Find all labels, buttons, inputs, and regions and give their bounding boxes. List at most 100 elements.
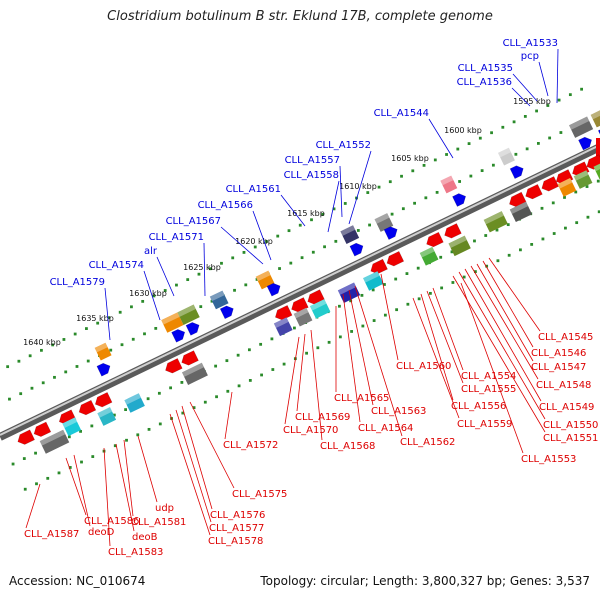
ruler-mid-upper-dot [75,365,79,368]
forward-gene-leader-line [156,256,175,297]
ruler-mid-upper-dot [64,370,68,374]
reverse-gene-block [557,178,577,197]
kbp-tick-label: 1640 kbp [23,338,61,347]
reverse-gene-arrow [444,223,462,239]
ruler-mid-upper-dot [368,223,371,227]
ruler-upper-dot [62,338,66,341]
forward-gene-label-pcp: pcp [521,51,539,62]
backbone-end-marker [596,138,600,158]
ruler-lower-dot [316,346,320,350]
ruler-mid-upper-dot [86,359,90,363]
ruler-mid-lower-dot [349,299,353,303]
ruler-mid-upper-dot [413,201,416,205]
reverse-gene-leader-line [175,409,212,523]
ruler-lower-dot [395,308,399,312]
ruler-mid-lower-dot [563,196,566,199]
forward-gene-label-cll-a1557: CLL_A1557 [285,155,340,166]
reverse-gene-arrow [17,429,35,445]
reverse-gene-leader-line [65,457,87,516]
ruler-lower-dot [361,324,365,328]
ruler-lower-dot [406,302,410,306]
reverse-gene-leader-line [432,287,464,371]
forward-gene-arrow [452,193,466,207]
ruler-lower-dot [519,248,522,252]
ruler-upper-dot [242,251,246,254]
reverse-gene-label-cll-a1553: CLL_A1553 [521,454,576,465]
reverse-gene-block [273,317,293,337]
ruler-upper-dot [118,310,122,314]
reverse-gene-block [419,246,439,266]
ruler-lower-dot [496,259,500,263]
kbp-tick-label: 1615 kbp [287,209,325,218]
reverse-gene-arrow [94,392,113,408]
ruler-lower-dot [68,466,72,469]
reverse-gene-arrow [78,399,97,416]
ruler-upper-dot [130,305,133,309]
forward-gene-label-cll-a1535: CLL_A1535 [458,63,513,74]
reverse-gene-leader-line [354,285,403,437]
reverse-gene-label-cll-a1546: CLL_A1546 [531,348,586,359]
ruler-lower-dot [113,444,117,448]
ruler-mid-lower-dot [484,234,488,237]
reverse-gene-leader-line [296,333,306,412]
ruler-mid-lower-dot [214,364,218,368]
ruler-upper-dot [478,136,482,140]
ruler-upper-dot [512,120,516,124]
ruler-lower-dot [158,422,162,426]
ruler-upper-dot [310,218,313,222]
reverse-gene-arrow [33,421,52,437]
forward-gene-arrow [171,329,186,343]
reverse-gene-arrow [275,304,293,321]
reverse-gene-label-deod: deoD [88,527,115,538]
ruler-mid-lower-dot [112,413,116,417]
ruler-mid-lower-dot [596,179,600,183]
ruler-lower-dot [530,243,534,246]
ruler-mid-lower-dot [225,359,229,363]
ruler-mid-lower-dot [540,206,544,210]
forward-gene-arrow [185,322,200,336]
reverse-gene-label-cll-a1583: CLL_A1583 [108,547,163,558]
forward-gene-label-cll-a1536: CLL_A1536 [457,77,512,88]
ruler-lower-dot [462,275,466,279]
ruler-upper-dot [467,142,471,146]
reverse-gene-block [124,393,145,413]
genome-backbone-highlight [0,144,600,436]
reverse-gene-leader-line [73,454,91,527]
reverse-gene-label-cll-a1559: CLL_A1559 [457,419,512,430]
ruler-lower-dot [597,210,600,214]
ruler-mid-upper-dot [435,190,439,194]
reverse-gene-arrow [307,289,325,305]
forward-gene-leader-line [327,180,340,233]
reverse-gene-leader-line [470,265,539,380]
ruler-lower-dot [260,373,263,377]
ruler-upper-dot [411,169,415,173]
reverse-gene-leader-line [181,405,213,510]
ruler-mid-lower-dot [506,223,510,227]
ruler-upper-dot [51,343,55,347]
forward-gene-label-cll-a1561: CLL_A1561 [226,184,281,195]
ruler-upper-dot [28,354,32,358]
ruler-lower-dot [350,330,354,333]
forward-gene-label-cll-a1574: CLL_A1574 [89,260,144,271]
ruler-mid-lower-dot [473,239,476,243]
ruler-mid-lower-dot [22,457,26,460]
reverse-gene-leader-line [412,297,460,419]
ruler-mid-upper-dot [53,375,56,379]
reverse-gene-leader-line [25,483,41,529]
ruler-lower-dot [541,237,545,241]
reverse-gene-label-cll-a1577: CLL_A1577 [209,523,264,534]
ruler-upper-dot [501,125,505,129]
reverse-gene-label-cll-a1576: CLL_A1576 [210,510,265,521]
reverse-gene-block [593,160,600,180]
reverse-gene-label-cll-a1551: CLL_A1551 [543,433,598,444]
ruler-mid-lower-dot [67,435,71,439]
ruler-upper-dot [163,289,167,292]
ruler-upper-dot [388,180,392,184]
forward-gene-arrow [266,282,281,297]
reverse-gene-label-cll-a1564: CLL_A1564 [358,423,413,434]
page-title: Clostridium botulinum B str. Eklund 17B,… [107,9,493,24]
forward-gene-label-cll-a1552: CLL_A1552 [316,140,371,151]
forward-gene-arrow [383,226,398,240]
ruler-mid-upper-dot [334,239,338,243]
